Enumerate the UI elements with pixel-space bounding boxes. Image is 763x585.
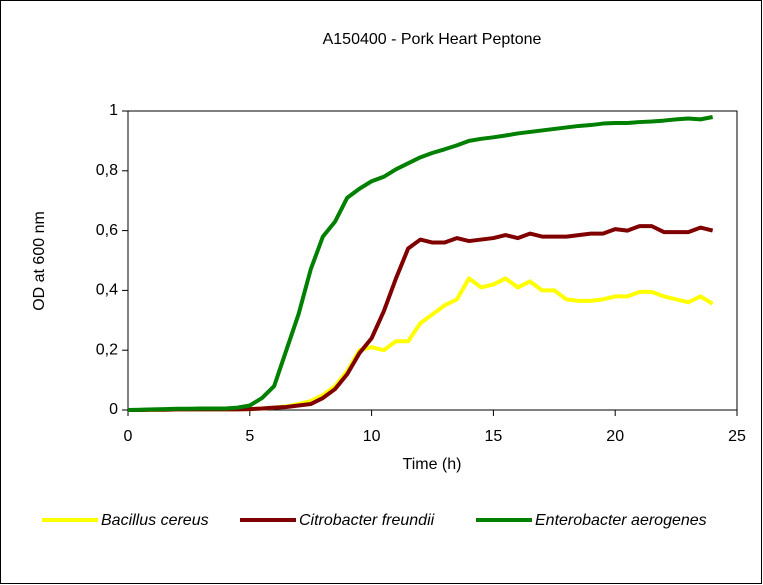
- y-tick-label: 0,2: [96, 341, 118, 358]
- x-tick-label: 0: [124, 428, 133, 445]
- x-tick-label: 15: [485, 428, 503, 445]
- y-tick-label: 0,8: [96, 162, 118, 179]
- x-axis-label: Time (h): [403, 456, 462, 473]
- legend-label: Enterobacter aerogenes: [535, 512, 707, 529]
- y-tick-label: 1: [109, 102, 118, 119]
- legend-label: Bacillus cereus: [101, 512, 209, 529]
- x-tick-label: 20: [606, 428, 624, 445]
- y-tick-label: 0: [109, 401, 118, 418]
- x-tick-label: 10: [363, 428, 381, 445]
- y-tick-label: 0,4: [96, 282, 118, 299]
- legend-label: Citrobacter freundii: [299, 512, 435, 529]
- x-tick-label: 25: [728, 428, 746, 445]
- plot-area: [127, 110, 738, 411]
- chart-title: A150400 - Pork Heart Peptone: [323, 31, 542, 48]
- series-line: [127, 115, 714, 412]
- y-tick-label: 0,6: [96, 222, 118, 239]
- x-tick-label: 5: [245, 428, 254, 445]
- y-axis-label: OD at 600 nm: [31, 211, 48, 311]
